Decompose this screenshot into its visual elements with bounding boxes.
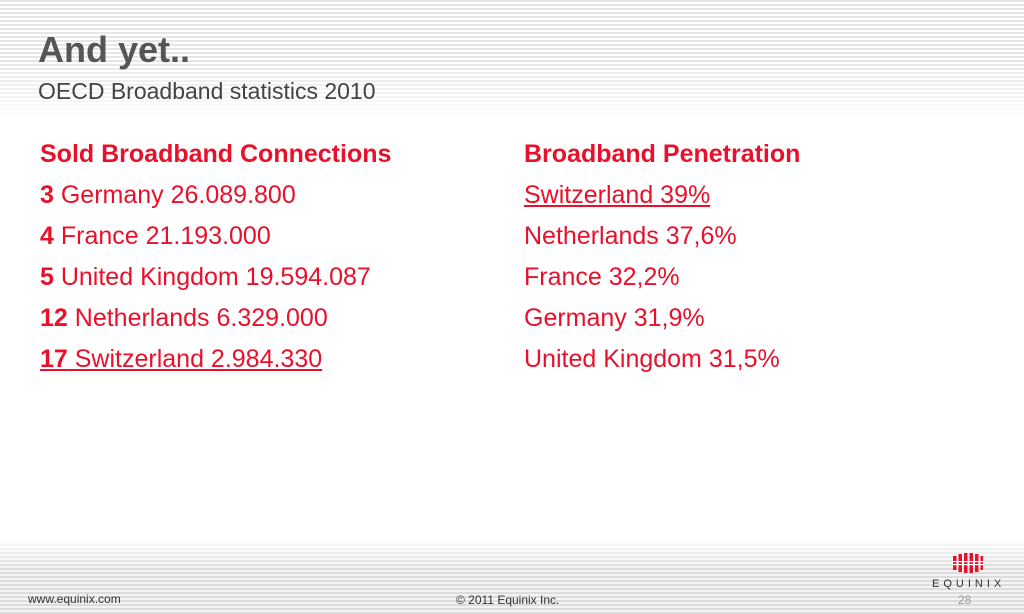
rank-label: 17 — [40, 345, 68, 373]
right-row: United Kingdom 31,5% — [524, 345, 780, 373]
row-text: Switzerland 2.984.330 — [67, 345, 323, 373]
left-column-heading: Sold Broadband Connections — [40, 140, 392, 168]
right-column: Broadband Penetration Switzerland 39% Ne… — [524, 138, 800, 384]
row-text: France 21.193.000 — [53, 222, 271, 250]
equinix-logo: EQUINIX — [932, 553, 1004, 595]
slide-title: And yet.. — [38, 29, 191, 70]
right-row: France 32,2% — [524, 263, 680, 291]
left-column: Sold Broadband Connections 3 Germany 26.… — [40, 138, 391, 384]
footer-band — [0, 540, 1024, 614]
right-row: Germany 31,9% — [524, 304, 705, 332]
rank-label: 3 — [40, 181, 54, 209]
rank-label: 5 — [40, 263, 54, 291]
left-row: 3 Germany 26.089.800 — [40, 179, 391, 211]
header-band — [0, 0, 1024, 120]
row-text: United Kingdom 19.594.087 — [53, 263, 371, 291]
right-column-heading: Broadband Penetration — [524, 140, 801, 168]
slide-subtitle: OECD Broadband statistics 2010 — [38, 78, 376, 104]
left-row: 5 United Kingdom 19.594.087 — [40, 261, 391, 293]
row-text: Germany 26.089.800 — [53, 181, 296, 209]
rank-label: 12 — [40, 304, 68, 332]
right-row: Netherlands 37,6% — [524, 222, 737, 250]
footer-url: www.equinix.com — [28, 592, 121, 606]
footer-copyright: © 2011 Equinix Inc. — [456, 593, 560, 607]
right-row-highlighted: Switzerland 39% — [524, 181, 711, 209]
rank-label: 4 — [40, 222, 54, 250]
equinix-logo-icon — [952, 553, 984, 573]
logo-wordmark: EQUINIX — [932, 578, 1006, 590]
left-row: 12 Netherlands 6.329.000 — [40, 302, 391, 334]
page-number: 28 — [958, 593, 972, 607]
row-text: Netherlands 6.329.000 — [67, 304, 328, 332]
left-row: 4 France 21.193.000 — [40, 220, 391, 252]
left-row-highlighted: 17 Switzerland 2.984.330 — [40, 343, 391, 375]
